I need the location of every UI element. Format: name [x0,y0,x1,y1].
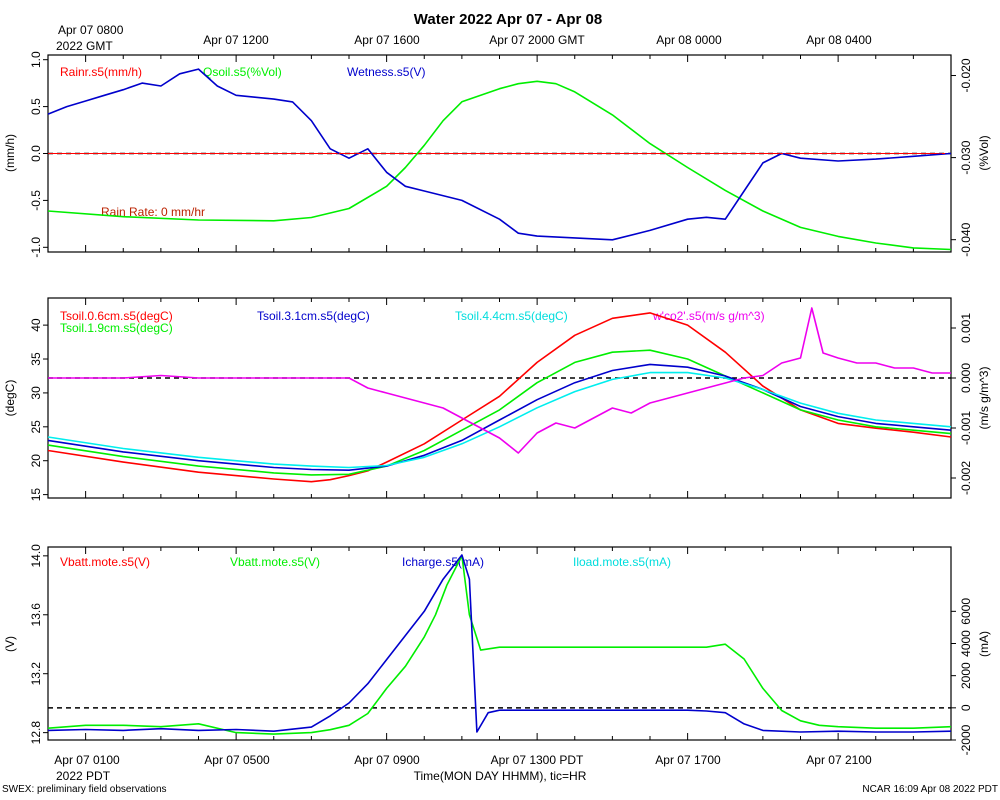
chart-marks: 1.0 0.5 0.0 -0.5 -1.0 -0.020 -0.030 -0.040 40 35 3… [29,51,973,755]
left-axis-tick-label: 40 [29,318,43,332]
top-axis-label: Apr 08 0000 [656,33,722,47]
right-axis-tick-label: 0 [959,704,973,711]
left-axis-tick-label: 0.0 [29,145,43,162]
legend-rainr: Rainr.s5(mm/h) [60,65,142,79]
power-panel-text: (V) (mA) Vbatt.mote.s5(V) Vbatt.mote.s5(… [3,555,991,657]
top-axis-first-label: Apr 07 0800 [58,23,124,37]
left-axis-tick-label: 15 [29,488,43,502]
legend-tsoil-1-9: Tsoil.1.9cm.s5(degC) [60,321,173,335]
left-axis-tick-label: 20 [29,454,43,468]
right-axis-tick-label: 0.001 [959,313,973,343]
top-axis-label: Apr 07 1600 [354,33,420,47]
bottom-axis-label: Apr 07 1300 PDT [491,753,584,767]
footer-right-note: NCAR 16:09 Apr 08 2022 PDT [862,784,998,795]
power-right-axis-title: (mA) [977,631,991,657]
bottom-axis-label: Apr 07 0500 [204,753,270,767]
series-line-qsoil-s5-vol [47,80,952,251]
top-axis-label: Apr 08 0400 [806,33,872,47]
left-axis-tick-label: 35 [29,352,43,366]
right-axis-tick-label: -0.002 [959,461,973,495]
series-line-icharge-s5-ma [47,554,952,733]
chart-title: Water 2022 Apr 07 - Apr 08 [414,11,602,28]
left-axis-tick-label: 25 [29,420,43,434]
power-panel-frame [47,546,952,741]
soil-panel-text: (degC) (m/s g/m^3) Tsoil.0.6cm.s5(degC) … [3,309,991,429]
series-line-tsoil-0-6cm-s5-degc [47,312,952,483]
top-axis-labels: Apr 07 0800 2022 GMT Apr 07 1200 Apr 07 … [56,23,872,53]
legend-tsoil-3-1: Tsoil.3.1cm.s5(degC) [257,309,370,323]
left-axis-tick-label: 1.0 [29,51,43,68]
legend-iload: Iload.mote.s5(mA) [573,555,671,569]
bottom-axis-label: Apr 07 1700 [655,753,721,767]
right-axis-tick-label: -0.030 [959,140,973,174]
panel-frames [47,54,952,741]
bottom-axis-year-label: 2022 PDT [56,769,111,783]
series-line-w-co2-s5-m-s-g-m-3 [48,307,951,454]
top-axis-label: Apr 07 1200 [203,33,269,47]
right-axis-tick-label: -0.040 [959,222,973,256]
series-line-vbatt-mote-s5-v [47,554,952,735]
bottom-axis-labels: Apr 07 0100 Apr 07 0500 Apr 07 0900 Apr … [54,753,872,783]
rain-rate-annotation: Rain Rate: 0 mm/hr [101,205,205,219]
right-axis-tick-label: -2000 [959,724,973,755]
legend-tsoil-0-6: Tsoil.0.6cm.s5(degC) [60,309,173,323]
right-axis-tick-label: -0.001 [959,411,973,445]
water-left-axis-title: (mm/h) [3,134,17,172]
right-axis-tick-label: 2000 [959,662,973,689]
power-left-axis-title: (V) [3,636,17,652]
x-axis-title: Time(MON DAY HHMM), tic=HR [414,769,587,783]
legend-vbatt-red: Vbatt.mote.s5(V) [60,555,150,569]
left-axis-tick-label: 13.6 [29,603,43,627]
soil-temperature-panel-frame [47,297,952,499]
legend-tsoil-4-4: Tsoil.4.4cm.s5(degC) [455,309,568,323]
top-axis-year-label: 2022 GMT [56,39,113,53]
left-axis-tick-label: 12.8 [29,721,43,745]
series-line-tsoil-4-4cm-s5-degc [47,371,952,469]
water-right-axis-title: (%Vol) [977,135,991,170]
bottom-axis-label: Apr 07 0100 [54,753,120,767]
left-axis-tick-label: 14.0 [29,544,43,568]
right-axis-tick-label: -0.020 [959,58,973,92]
legend-wetness: Wetness.s5(V) [347,65,425,79]
series-line-tsoil-1-9cm-s5-degc [47,349,952,476]
left-axis-tick-label: -0.5 [29,190,43,211]
footer-left-note: SWEX: preliminary field observations [2,784,167,795]
legend-icharge: Icharge.s5(mA) [402,555,484,569]
bottom-axis-label: Apr 07 0900 [354,753,420,767]
left-axis-tick-label: 30 [29,386,43,400]
legend-vbatt-green: Vbatt.mote.s5(V) [230,555,320,569]
legend-qsoil: Qsoil.s5(%Vol) [203,65,282,79]
top-axis-label: Apr 07 2000 GMT [489,33,585,47]
soil-left-axis-title: (degC) [3,380,17,417]
right-axis-tick-label: 0.000 [959,363,973,393]
series-line-wetness-s5-v [47,68,952,241]
water-panel-text: (mm/h) (%Vol) Rainr.s5(mm/h) Qsoil.s5(%V… [3,65,991,219]
right-axis-tick-label: 4000 [959,630,973,657]
left-axis-tick-label: 0.5 [29,98,43,115]
right-axis-tick-label: 6000 [959,598,973,625]
bottom-axis-label: Apr 07 2100 [806,753,872,767]
legend-wco2: w'co2'.s5(m/s g/m^3) [652,309,765,323]
series-line-tsoil-3-1cm-s5-degc [47,363,952,472]
left-axis-tick-label: -1.0 [29,237,43,258]
soil-right-axis-title: (m/s g/m^3) [977,367,991,430]
left-axis-tick-label: 13.2 [29,662,43,686]
